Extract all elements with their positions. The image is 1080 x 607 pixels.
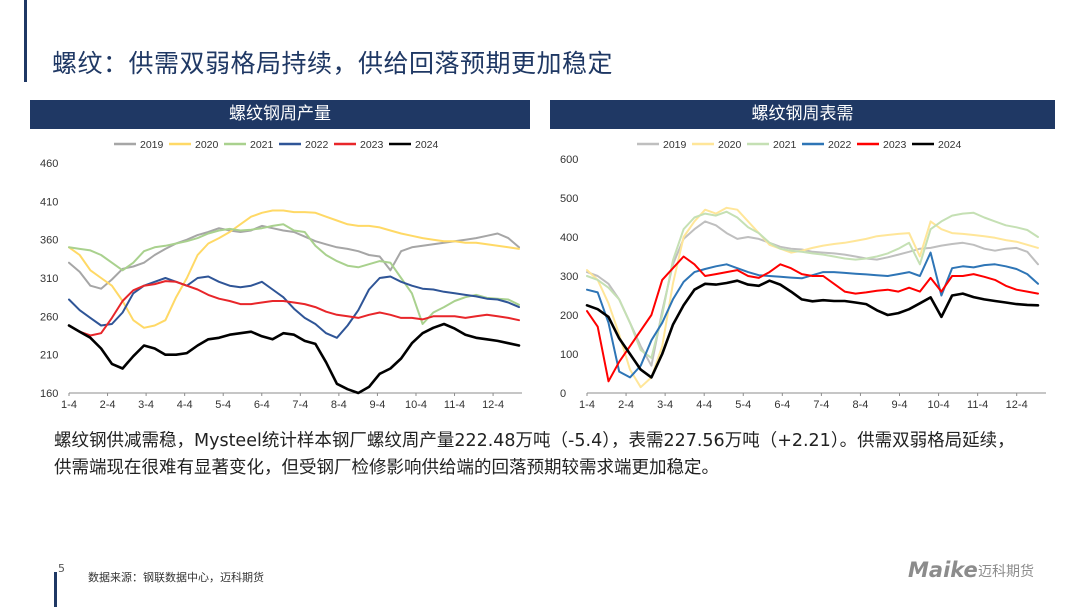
x-tick-label: 11-4 [444, 399, 465, 411]
chart-1-legend: 2019 2020 2021 2022 2023 2024 [637, 139, 962, 151]
series-line-2021 [586, 210, 1039, 359]
legend-label-2020: 2020 [195, 139, 219, 151]
accent-bar-top [24, 0, 27, 82]
series-line-2024 [67, 322, 521, 395]
series-line-2024 [585, 279, 1040, 379]
x-tick-label: 8-4 [331, 399, 347, 411]
series-line-2019 [68, 224, 520, 290]
chart-1-plot: 2019 2020 2021 2022 2023 2024 0 100 200 300 400 500… [560, 139, 1046, 411]
logo-cn-text: 迈科期货 [978, 563, 1034, 580]
production-line-chart: 2019 2020 2021 2022 2023 2024 160 210 260 310 360 4… [40, 139, 522, 411]
x-tick-label: 10-4 [928, 399, 950, 411]
x-tick-label: 6-4 [254, 399, 270, 411]
demand-line-chart: 2019 2020 2021 2022 2023 2024 0 100 200 300 400 500… [560, 139, 1046, 411]
y-tick-label: 400 [560, 232, 578, 244]
y-tick-label: 500 [560, 193, 578, 205]
page-number: 5 [58, 562, 65, 575]
legend-label-2022: 2022 [305, 139, 329, 151]
y-tick-label: 360 [40, 235, 58, 247]
series-line-2021 [68, 223, 520, 325]
chart-0-plot: 2019 2020 2021 2022 2023 2024 160 210 260 310 360 4… [40, 139, 522, 411]
legend-label-2023: 2023 [883, 139, 907, 151]
y-tick-label: 200 [560, 310, 578, 322]
left-chart-heading: 螺纹钢周产量 [30, 100, 530, 129]
legend-label-2020: 2020 [718, 139, 742, 151]
x-tick-label: 2-4 [618, 399, 634, 411]
legend-label-2021: 2021 [250, 139, 274, 151]
logo-en-text: Maike [908, 558, 978, 582]
legend-label-2024: 2024 [938, 139, 962, 151]
x-tick-label: 12-4 [1006, 399, 1028, 411]
y-tick-label: 300 [560, 271, 578, 283]
slide-title: 螺纹：供需双弱格局持续，供给回落预期更加稳定 [52, 49, 614, 78]
series-line-2023 [68, 280, 520, 337]
y-tick-label: 210 [40, 350, 58, 362]
summary-text: 螺纹钢供减需稳，Mysteel统计样本钢厂螺纹周产量222.48万吨（-5.4）… [54, 431, 1015, 478]
x-tick-label: 3-4 [138, 399, 154, 411]
legend-label-2019: 2019 [140, 139, 164, 151]
x-tick-label: 4-4 [696, 399, 712, 411]
legend-label-2021: 2021 [773, 139, 797, 151]
x-tick-label: 2-4 [100, 399, 116, 411]
x-tick-label: 1-4 [579, 399, 595, 411]
x-tick-label: 5-4 [215, 399, 231, 411]
y-tick-label: 410 [40, 196, 58, 208]
x-tick-label: 12-4 [482, 399, 504, 411]
y-tick-label: 310 [40, 273, 58, 285]
maike-logo: Maike 迈科期货 [908, 558, 1034, 582]
x-tick-label: 3-4 [657, 399, 673, 411]
y-tick-label: 460 [40, 158, 58, 170]
series-line-2023 [586, 255, 1039, 383]
legend-label-2023: 2023 [360, 139, 384, 151]
x-tick-label: 11-4 [967, 399, 988, 411]
x-tick-label: 1-4 [61, 399, 77, 411]
x-tick-label: 7-4 [292, 399, 308, 411]
x-tick-label: 4-4 [177, 399, 193, 411]
x-tick-label: 6-4 [774, 399, 790, 411]
data-source: 数据来源：钢联数据中心，迈科期货 [88, 571, 264, 584]
accent-bar-bottom [54, 572, 57, 607]
y-tick-label: 0 [560, 388, 566, 400]
x-tick-label: 9-4 [892, 399, 908, 411]
y-tick-label: 160 [40, 388, 58, 400]
series-line-2020 [586, 206, 1039, 389]
series-line-2020 [68, 209, 520, 329]
y-tick-label: 260 [40, 311, 58, 323]
series-line-2022 [586, 251, 1039, 379]
right-chart-heading: 螺纹钢周表需 [550, 100, 1055, 129]
x-tick-label: 5-4 [735, 399, 751, 411]
x-tick-label: 10-4 [405, 399, 427, 411]
legend-label-2019: 2019 [663, 139, 687, 151]
x-tick-label: 8-4 [852, 399, 868, 411]
y-tick-label: 100 [560, 349, 578, 361]
y-tick-label: 600 [560, 154, 578, 166]
legend-label-2024: 2024 [415, 139, 439, 151]
chart-0-legend: 2019 2020 2021 2022 2023 2024 [114, 139, 439, 151]
x-tick-label: 7-4 [813, 399, 829, 411]
legend-label-2022: 2022 [828, 139, 852, 151]
x-tick-label: 9-4 [369, 399, 385, 411]
